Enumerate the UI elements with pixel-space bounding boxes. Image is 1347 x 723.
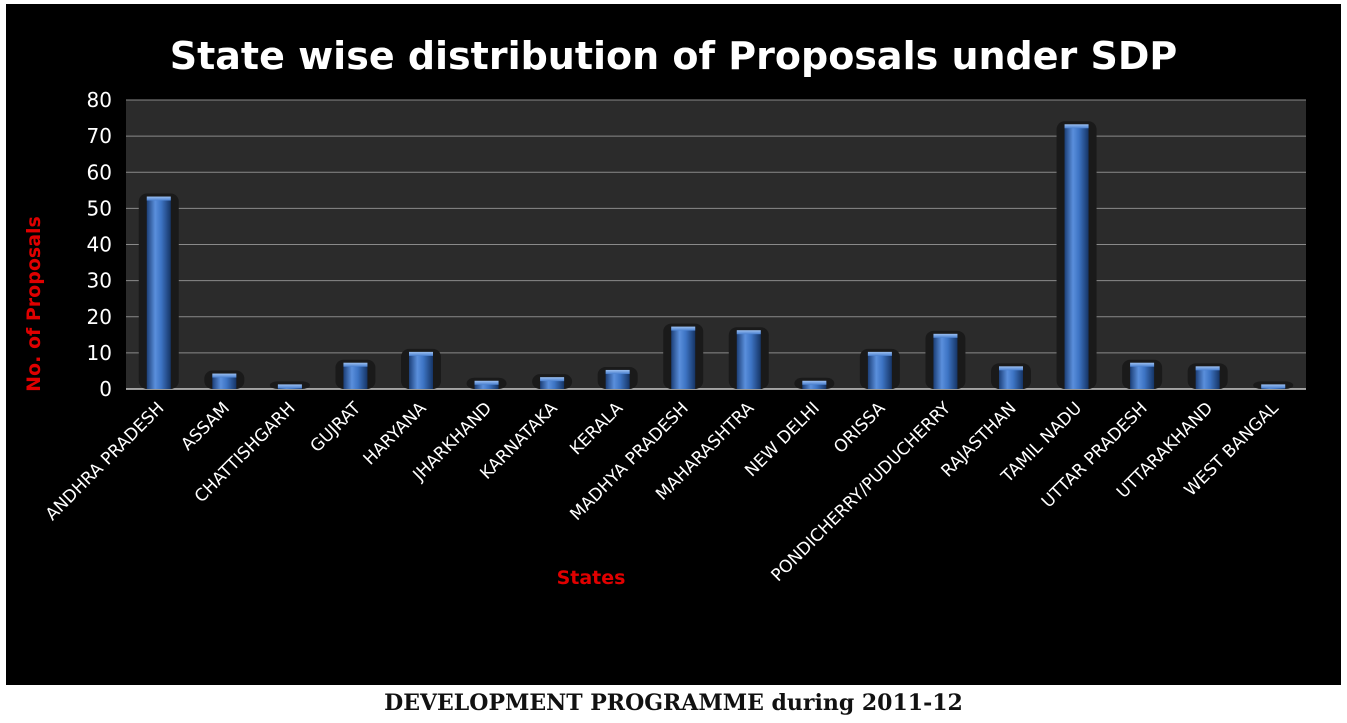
bar-new-delhi (802, 381, 827, 389)
bar-cap (212, 373, 237, 378)
bar-cap (999, 366, 1023, 371)
x-tick-label: MADHYA PRADESH (566, 398, 692, 524)
x-tick-label: ANDHRA PRADESH (42, 398, 168, 524)
bar-madhya-pradesh (671, 327, 696, 389)
bar-karnataka (540, 378, 565, 389)
bar-cap (146, 196, 171, 201)
bar-rajasthan (999, 367, 1023, 389)
y-tick-label: 30 (87, 269, 112, 293)
bar-cap (1261, 384, 1286, 389)
chart-title: State wise distribution of Proposals und… (169, 34, 1178, 78)
bar-cap (736, 330, 761, 335)
x-axis-title: States (556, 567, 626, 589)
bar-tamil-nadu (1064, 125, 1089, 389)
bar-cap (409, 351, 433, 356)
bar-cap (277, 384, 302, 389)
bar-assam (212, 374, 237, 389)
bar-pondicherry-puducherry (933, 334, 958, 389)
figure-caption: DEVELOPMENT PROGRAMME during 2011-12 (384, 690, 963, 716)
bar-cap (671, 326, 696, 331)
x-tick-label: KERALA (566, 398, 627, 459)
y-tick-label: 0 (99, 377, 112, 401)
bar-cap (540, 377, 565, 382)
x-tick-label: ASSAM (177, 398, 233, 454)
bar-cap (1064, 124, 1089, 129)
y-tick-label: 60 (87, 160, 112, 184)
bar-andhra-pradesh (146, 197, 171, 389)
y-tick-label: 70 (87, 124, 112, 148)
bar-cap (1130, 362, 1155, 367)
bar-cap (474, 380, 499, 385)
bar-cap (933, 333, 958, 338)
bar-kerala (605, 370, 630, 389)
bar-cap (343, 362, 368, 367)
y-tick-label: 10 (87, 341, 112, 365)
bar-haryana (409, 352, 433, 389)
bar-cap (802, 380, 827, 385)
y-tick-label: 80 (87, 88, 112, 112)
bar-uttar-pradesh (1130, 363, 1155, 389)
bar-cap (605, 369, 630, 374)
bar-orissa (867, 352, 892, 389)
x-tick-label: HARYANA (360, 398, 431, 469)
y-tick-label: 50 (87, 196, 112, 220)
y-tick-label: 20 (87, 305, 112, 329)
x-tick-label: ORISSA (830, 398, 889, 457)
bar-cap (1195, 366, 1220, 371)
bar-cap (867, 351, 892, 356)
bar-uttarakhand (1195, 367, 1220, 389)
bar-gujrat (343, 363, 368, 389)
chart-area: State wise distribution of Proposals und… (6, 4, 1341, 685)
bar-maharashtra (736, 331, 761, 389)
x-tick-label: GUJRAT (307, 398, 366, 457)
y-tick-label: 40 (87, 233, 112, 257)
bar-jharkhand (474, 381, 499, 389)
